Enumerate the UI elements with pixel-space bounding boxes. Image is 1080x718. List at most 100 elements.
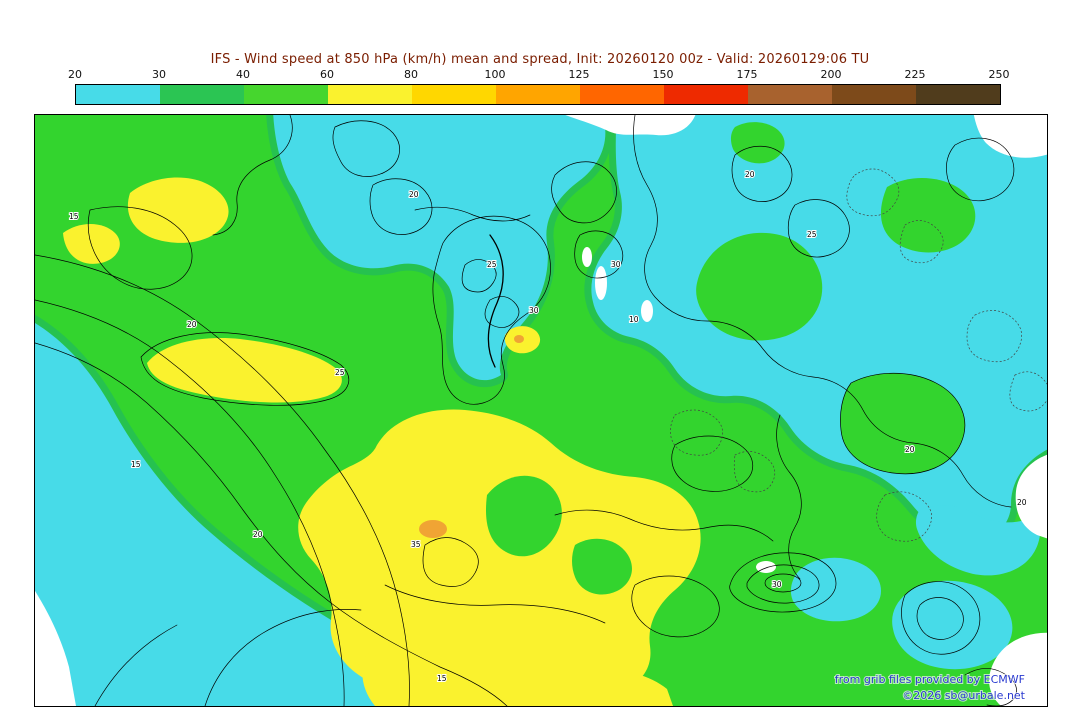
scale-label: 225 (904, 68, 926, 81)
contour-label: 30 (611, 260, 621, 269)
contour-ring-outer (729, 552, 837, 613)
scale-label: 80 (404, 68, 418, 81)
contour-line (840, 372, 966, 475)
scale-label: 100 (484, 68, 506, 81)
contour-value-labels: 15 20 25 20 25 30 35 30 20 25 20 15 20 3… (68, 169, 1028, 684)
contour-line (204, 609, 362, 706)
contour-line (551, 161, 617, 224)
contour-label: 20 (253, 530, 263, 539)
region-orange-spot-2 (514, 335, 524, 343)
wind-map-svg: 15 20 25 20 25 30 35 30 20 25 20 15 20 3… (35, 115, 1047, 706)
region-orange-spot-1 (419, 520, 447, 538)
scale-color-cell (664, 85, 748, 104)
wind-speed-regions (35, 115, 1047, 706)
contour-label: 15 (437, 674, 447, 683)
attribution-source: from grib files provided by ECMWF (835, 673, 1025, 686)
contour-line (94, 624, 178, 706)
scale-color-cell (412, 85, 496, 104)
scale-color-cell (496, 85, 580, 104)
contour-label: 20 (1017, 498, 1027, 507)
contour-line (422, 537, 479, 587)
contour-line (964, 668, 1017, 706)
contour-line (461, 259, 520, 328)
region-green-hole-2 (840, 373, 965, 474)
contour-line (554, 509, 774, 542)
contour-line (731, 145, 793, 202)
region-green-intrusion-2 (572, 538, 632, 595)
contour-line-thick (487, 234, 504, 368)
contour-line (787, 199, 850, 258)
map-title: IFS - Wind speed at 850 hPa (km/h) mean … (210, 52, 870, 67)
region-yellow-central (298, 409, 701, 696)
color-scale-labels: 20 30 40 60 80 100 125 150 175 200 225 250 (68, 68, 1010, 81)
contour-line (633, 115, 1012, 508)
map-attribution: from grib files provided by ECMWF ©2026 … (834, 672, 1027, 703)
region-yellow-south-strip (362, 653, 673, 706)
contour-line (384, 584, 606, 624)
attribution-copyright: ©2026 sb@urbale.net (902, 689, 1025, 702)
contour-label: 35 (411, 540, 421, 549)
scale-label: 30 (152, 68, 166, 81)
contour-label: 25 (487, 260, 497, 269)
contour-label: 20 (745, 170, 755, 179)
scale-label: 40 (236, 68, 250, 81)
contour-line (87, 206, 193, 290)
contour-line (140, 332, 350, 406)
map-canvas: 15 20 25 20 25 30 35 30 20 25 20 15 20 3… (34, 114, 1048, 707)
contour-line (432, 215, 551, 405)
scale-color-cell (916, 85, 1000, 104)
contour-line (35, 299, 345, 706)
region-cyan-southeast-1 (915, 505, 1041, 576)
contour-label: 20 (905, 445, 915, 454)
region-cyan-coastal-band (35, 323, 455, 706)
contour-line (414, 206, 531, 222)
scale-label: 200 (820, 68, 842, 81)
scale-color-cell (580, 85, 664, 104)
region-white-lake-2 (582, 247, 592, 267)
region-yellow-west (147, 338, 342, 403)
contour-line (901, 581, 981, 655)
scale-color-cell (76, 85, 160, 104)
scale-label: 250 (988, 68, 1010, 81)
contour-line (369, 178, 433, 235)
contour-line (671, 435, 754, 492)
scale-color-cell (748, 85, 832, 104)
contour-line (212, 115, 293, 236)
contour-ring-inner (764, 573, 802, 593)
scale-label: 20 (68, 68, 82, 81)
region-white-bottom-left (35, 590, 76, 706)
contour-label: 20 (409, 190, 419, 199)
scale-label: 150 (652, 68, 674, 81)
contour-label: 30 (529, 306, 539, 315)
region-white-top-right (973, 115, 1047, 158)
contour-line (332, 120, 400, 177)
region-green-hole-4 (730, 122, 785, 164)
contour-label: 15 (69, 212, 79, 221)
scale-color-cell (160, 85, 244, 104)
region-white-bottom-right (989, 632, 1047, 706)
contour-label: 10 (629, 315, 639, 324)
contour-line-dotted (1009, 371, 1047, 412)
contour-ring-middle (746, 564, 820, 604)
scale-label: 60 (320, 68, 334, 81)
contour-label: 30 (772, 580, 782, 589)
contour-line (631, 575, 720, 638)
scale-label: 175 (736, 68, 758, 81)
contour-line (946, 137, 1015, 201)
scale-label: 125 (568, 68, 590, 81)
color-scale-bar (75, 84, 1001, 105)
scale-color-cell (328, 85, 412, 104)
spread-contour-lines (35, 115, 1047, 706)
region-yellow-northwest-1 (127, 177, 229, 243)
contour-label: 15 (131, 460, 141, 469)
region-white-lake-3 (641, 300, 653, 322)
scale-color-cell (832, 85, 916, 104)
contour-label: 25 (335, 368, 345, 377)
contour-line-dotted (966, 310, 1022, 363)
contour-line-dotted (846, 168, 900, 217)
contour-label: 25 (807, 230, 817, 239)
contour-line (35, 342, 508, 706)
region-green-hole-3 (880, 178, 976, 253)
region-cyan-north (273, 115, 606, 381)
